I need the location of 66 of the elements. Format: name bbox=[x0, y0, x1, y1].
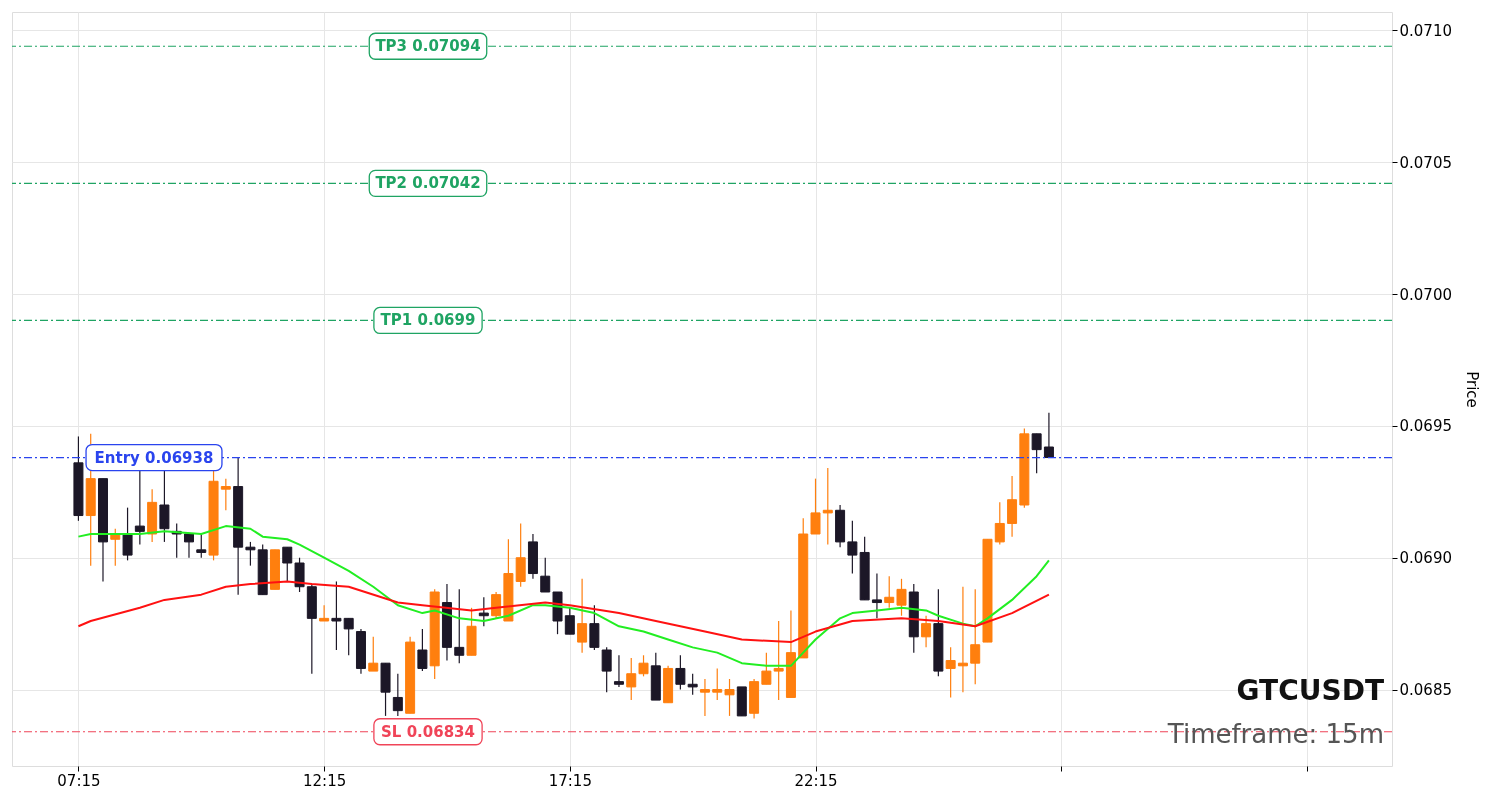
y-tick-label: 0.0695 bbox=[1399, 417, 1452, 436]
ref-line-label: TP2 0.07042 bbox=[375, 174, 481, 193]
ref-line-label: Entry 0.06938 bbox=[94, 448, 214, 467]
candlestick bbox=[294, 557, 305, 593]
ref-line-label: TP3 0.07094 bbox=[375, 37, 481, 56]
candlestick bbox=[282, 546, 293, 583]
candlestick bbox=[245, 541, 256, 567]
y-tick-label: 0.0710 bbox=[1399, 21, 1452, 40]
candlestick bbox=[159, 470, 170, 543]
candlestick bbox=[613, 654, 624, 688]
candlestick bbox=[675, 654, 686, 691]
candlestick bbox=[822, 467, 833, 546]
annotation: GTCUSDT bbox=[1236, 674, 1384, 707]
ref-line-label: TP1 0.0699 bbox=[380, 311, 476, 330]
candlestick bbox=[871, 572, 882, 619]
candlestick bbox=[601, 646, 612, 693]
candlestick bbox=[847, 520, 858, 575]
candlestick bbox=[478, 596, 489, 627]
candlestick bbox=[454, 588, 465, 664]
y-axis-title: Price bbox=[1462, 371, 1481, 408]
line-series bbox=[77, 525, 1050, 667]
candlestick bbox=[577, 578, 588, 654]
candlestick bbox=[761, 652, 772, 685]
candlestick bbox=[994, 501, 1005, 546]
candlestick bbox=[699, 678, 710, 717]
y-tick-label: 0.0705 bbox=[1399, 153, 1452, 172]
candlestick bbox=[626, 657, 637, 701]
candlestick bbox=[540, 557, 551, 593]
candlestick bbox=[196, 533, 207, 559]
candlestick bbox=[921, 615, 932, 648]
candlestick bbox=[368, 636, 379, 672]
candlestick bbox=[724, 678, 735, 717]
line-series bbox=[77, 580, 1050, 644]
candlestick bbox=[970, 588, 981, 685]
candlestick bbox=[417, 628, 428, 672]
x-tick-label: 22:15 bbox=[794, 771, 838, 790]
y-tick-label: 0.0685 bbox=[1399, 681, 1452, 700]
candlestick bbox=[515, 522, 526, 588]
x-tick-label: 17:15 bbox=[548, 771, 592, 790]
candlestick bbox=[122, 507, 133, 561]
candlestick bbox=[884, 575, 895, 609]
candlestick bbox=[687, 673, 698, 696]
x-tick-label: 12:15 bbox=[303, 771, 347, 790]
ref-line-label: SL 0.06834 bbox=[381, 722, 475, 741]
candlestick bbox=[392, 673, 403, 717]
candlestick bbox=[1031, 433, 1042, 474]
candlestick bbox=[183, 533, 194, 559]
candlestick bbox=[343, 617, 354, 656]
candlestick bbox=[134, 470, 145, 546]
y-tick-label: 0.0700 bbox=[1399, 285, 1452, 304]
candlestick bbox=[564, 607, 575, 635]
candlestick bbox=[331, 580, 342, 651]
candlestick bbox=[491, 591, 502, 619]
candlestick bbox=[712, 667, 723, 701]
x-tick-label: 07:15 bbox=[57, 771, 101, 790]
candlestick bbox=[896, 578, 907, 617]
candlestick bbox=[810, 478, 821, 535]
candlestick bbox=[220, 478, 231, 511]
candlestick bbox=[1043, 412, 1054, 459]
candlestick bbox=[589, 604, 600, 651]
candlestick bbox=[945, 646, 956, 699]
candlestick bbox=[773, 620, 784, 701]
candlestick bbox=[1007, 475, 1018, 538]
y-tick-label: 0.0690 bbox=[1399, 549, 1452, 568]
candlestick bbox=[319, 604, 330, 622]
candlestick bbox=[638, 654, 649, 677]
